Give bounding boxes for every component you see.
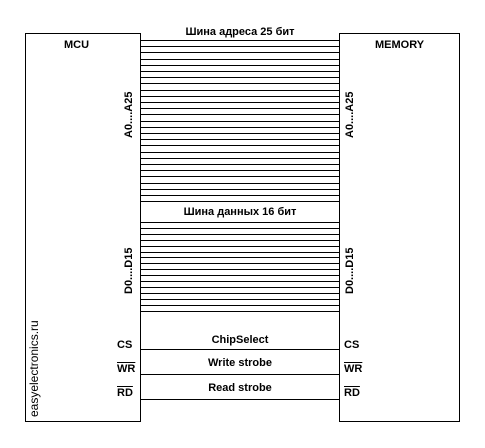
bus-wire (141, 251, 339, 253)
bus-wire (141, 239, 339, 241)
mcu-cs-pin: CS (117, 339, 133, 351)
bus-wire (141, 120, 339, 122)
bus-wire (141, 298, 339, 300)
mcu-title: MCU (64, 39, 90, 51)
bus-wire (141, 157, 339, 159)
mcu-data-pins-label: D0....D15 (123, 247, 135, 294)
bus-wire (141, 64, 339, 66)
bus-wire (141, 227, 339, 229)
read-strobe-label: Read strobe (208, 382, 272, 394)
bus-wire (141, 195, 339, 196)
bus-wire (141, 257, 339, 259)
bus-wire (141, 233, 339, 235)
bus-wire (141, 83, 339, 85)
bus-wire (141, 304, 339, 306)
write-strobe-label: Write strobe (208, 357, 272, 369)
chipselect-label: ChipSelect (211, 334, 269, 346)
data-bus-label: Шина данных 16 бит (183, 206, 297, 218)
mcu-address-pins-label: A0....A25 (123, 91, 135, 138)
bus-wire (141, 182, 339, 184)
memory-cs-pin: CS (344, 339, 360, 351)
bus-wire (141, 164, 339, 165)
data-bus-lines (141, 222, 339, 314)
memory-block: MEMORY A0....A25 D0....D15 CS WR RD (339, 33, 460, 422)
bus-wire (141, 286, 339, 288)
bus-wire (141, 170, 339, 172)
bus-wire (141, 52, 339, 54)
bus-wire (141, 145, 339, 147)
memory-wr-pin: WR (344, 363, 363, 375)
bus-wire (141, 95, 339, 97)
bus-wire (141, 269, 339, 271)
bus-wire (141, 222, 339, 223)
bus-wire (141, 89, 339, 91)
memory-address-pins-label: A0....A25 (344, 91, 356, 138)
bus-wire (141, 188, 339, 190)
memory-rd-pin: RD (344, 387, 360, 399)
mcu-block: MCU A0....A25 D0....D15 easyelectronics.… (25, 33, 141, 422)
bus-wire (141, 71, 339, 72)
bus-wire (141, 176, 339, 178)
address-bus-lines (141, 40, 339, 204)
bus-wire (141, 151, 339, 153)
bus-wire (141, 263, 339, 265)
bus-wire (141, 201, 339, 203)
bus-wire (141, 133, 339, 134)
mcu-rd-pin: RD (117, 387, 133, 399)
bus-wire (141, 310, 339, 312)
website-watermark: easyelectronics.ru (27, 320, 41, 417)
chipselect-line (141, 349, 339, 350)
bus-wire (141, 139, 339, 141)
bus-wire (141, 46, 339, 48)
bus-wire (141, 40, 339, 41)
mcu-wr-pin: WR (117, 363, 136, 375)
read-strobe-line (141, 399, 339, 400)
bus-wire (141, 114, 339, 116)
bus-wire (141, 275, 339, 277)
bus-wire (141, 77, 339, 79)
address-bus-label: Шина адреса 25 бит (185, 26, 295, 38)
memory-data-pins-label: D0....D15 (344, 247, 356, 294)
bus-wire (141, 102, 339, 103)
bus-wire (141, 292, 339, 294)
memory-title: MEMORY (375, 39, 425, 51)
bus-wire (141, 58, 339, 60)
bus-wire (141, 126, 339, 128)
bus-wire (141, 245, 339, 247)
write-strobe-line (141, 374, 339, 375)
bus-wire (141, 281, 339, 282)
bus-wire (141, 108, 339, 110)
